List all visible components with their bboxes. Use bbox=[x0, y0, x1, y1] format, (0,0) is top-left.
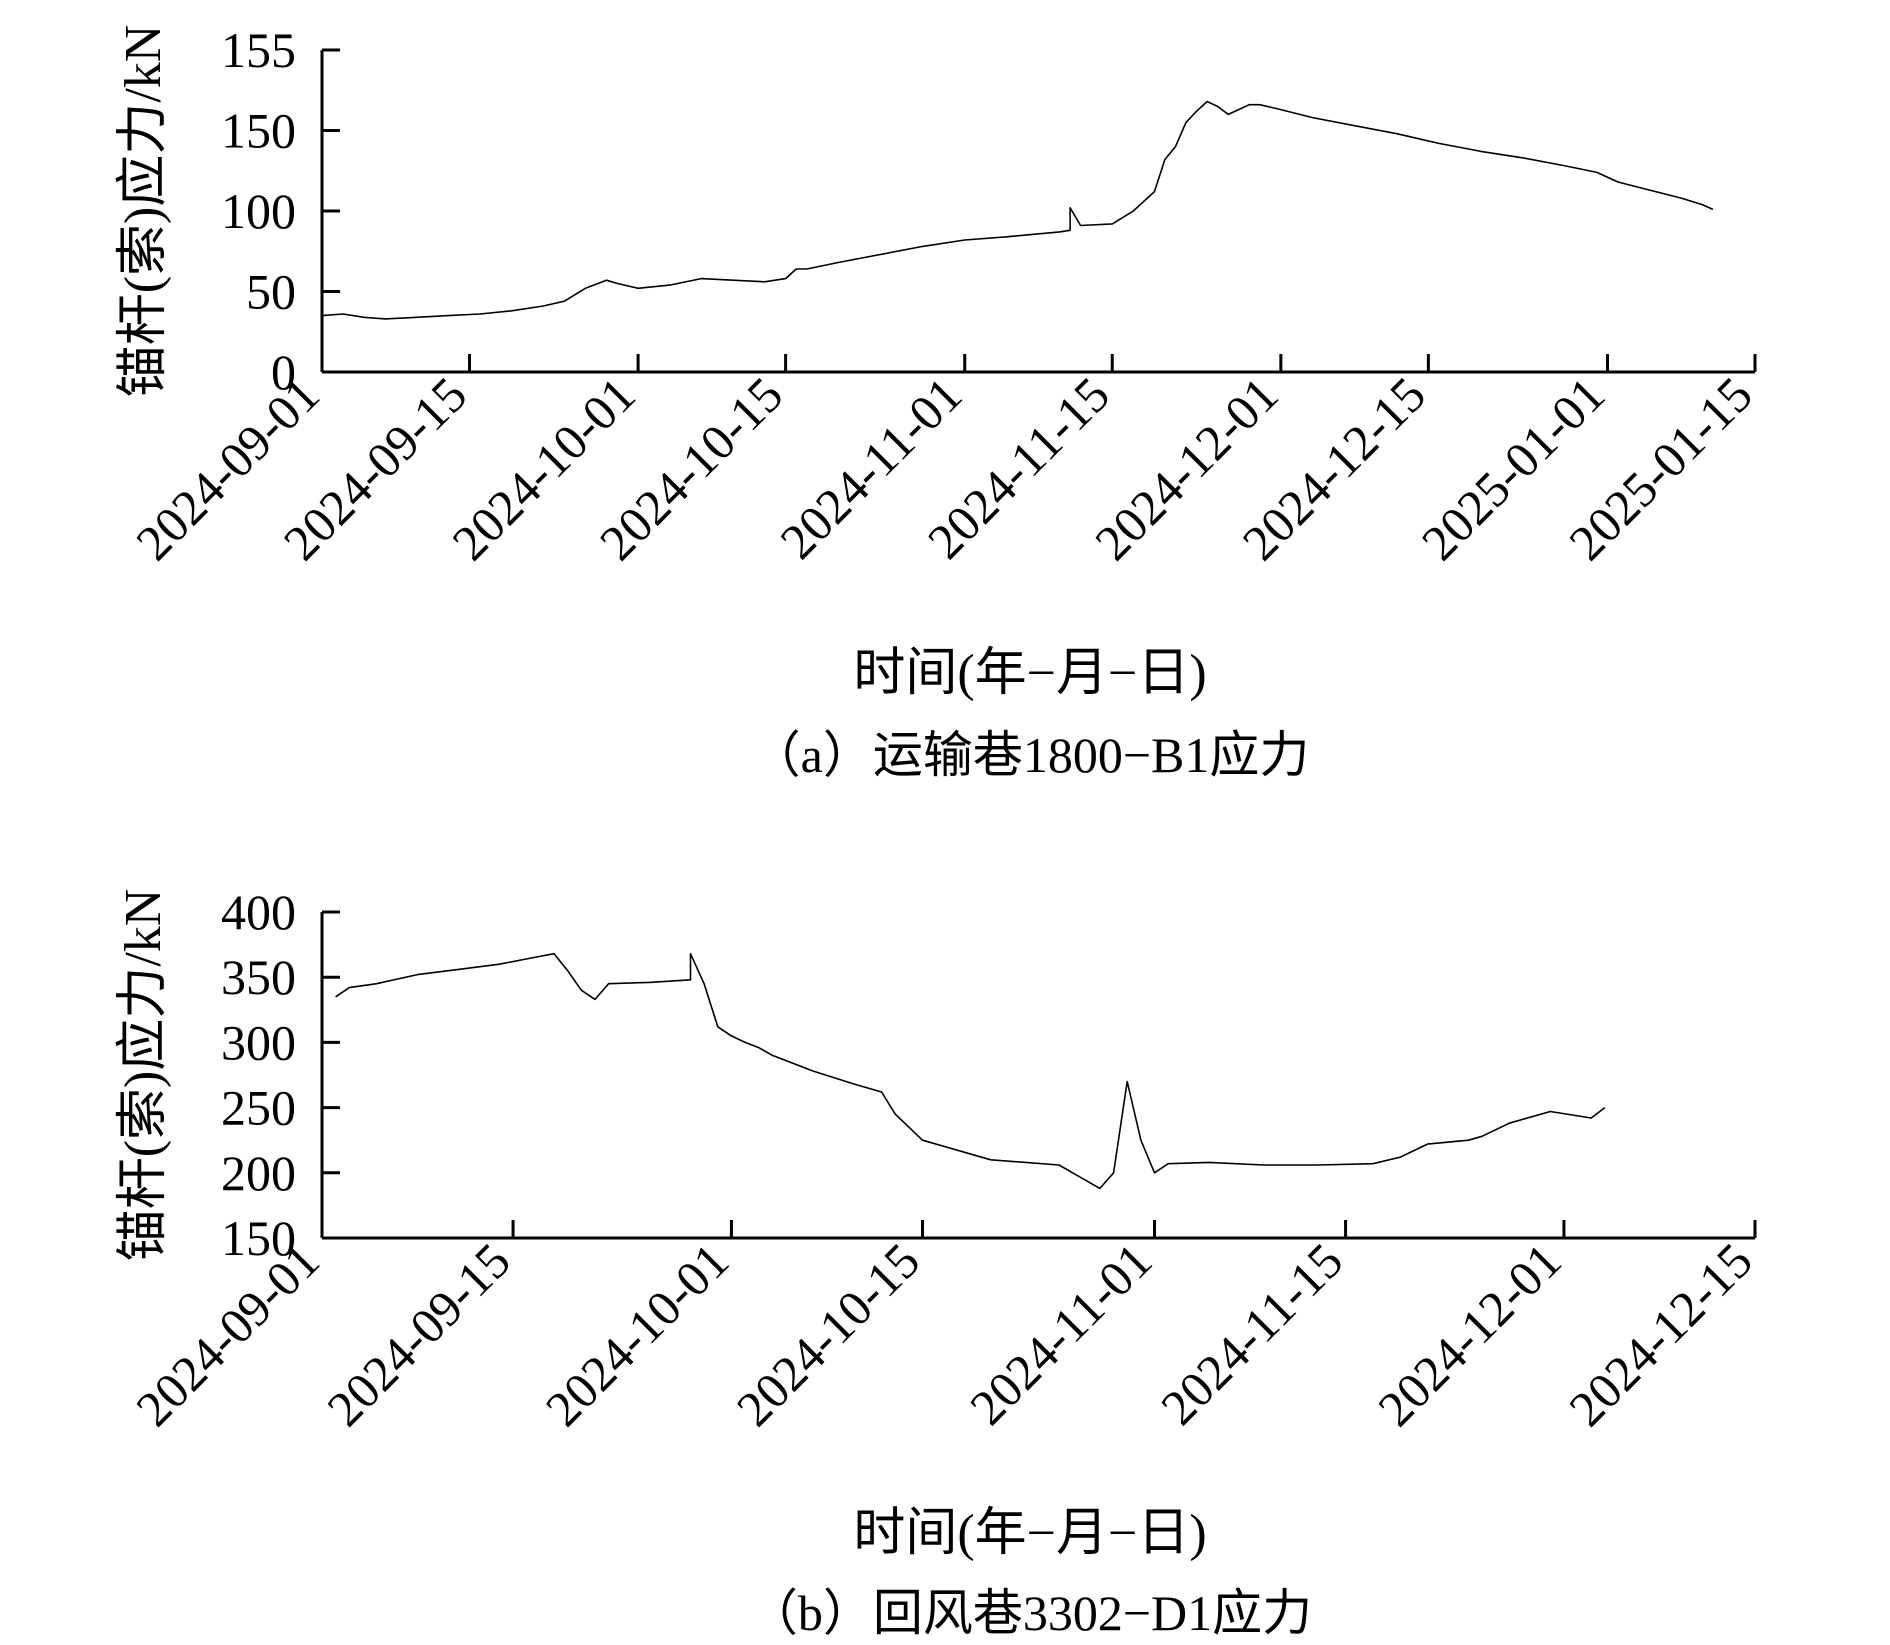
chart-a-y-tick-label: 50 bbox=[246, 264, 296, 320]
chart-b-x-tick-label: 2024-10-15 bbox=[726, 1232, 931, 1437]
chart-b-y-tick-label: 350 bbox=[221, 949, 296, 1005]
chart-a-y-tick-label: 100 bbox=[221, 183, 296, 239]
chart-b-y-tick-label: 300 bbox=[221, 1014, 296, 1070]
chart-a-series-line bbox=[321, 100, 1714, 320]
chart-b-y-tick-label: 150 bbox=[221, 1210, 296, 1266]
chart-a-y-axis-title: 锚杆(索)应力/kN bbox=[115, 25, 172, 398]
chart-b-y-tick-label: 250 bbox=[221, 1080, 296, 1136]
chart-a-caption: （a）运输巷1800−B1应力 bbox=[751, 727, 1310, 783]
chart-a-y-tick-label: 150 bbox=[221, 103, 296, 159]
chart-b-x-tick-label: 2024-10-01 bbox=[535, 1232, 740, 1437]
chart-b-x-axis-title: 时间(年−月−日) bbox=[853, 1505, 1206, 1562]
chart-b-x-tick-label: 2024-12-01 bbox=[1367, 1232, 1572, 1437]
chart-b-y-axis-title: 锚杆(索)应力/kN bbox=[115, 889, 172, 1262]
chart-a-y-tick-label: 155 bbox=[221, 22, 296, 78]
chart-b-x-tick-label: 2024-12-15 bbox=[1558, 1232, 1763, 1437]
chart-b-x-tick-label: 2024-11-15 bbox=[1150, 1232, 1353, 1435]
chart-b-caption: （b）回风巷3302−D1应力 bbox=[748, 1585, 1312, 1641]
chart-b-x-tick-label: 2024-11-01 bbox=[959, 1232, 1162, 1435]
chart-a-x-axis-title: 时间(年−月−日) bbox=[853, 645, 1206, 702]
chart-b-series-line bbox=[335, 952, 1606, 1190]
chart-b-y-tick-label: 200 bbox=[221, 1145, 296, 1201]
chart-b-x-tick-label: 2024-09-15 bbox=[316, 1232, 521, 1437]
chart-b-y-tick-label: 400 bbox=[221, 884, 296, 940]
chart-a-y-tick-label: 0 bbox=[271, 344, 296, 400]
